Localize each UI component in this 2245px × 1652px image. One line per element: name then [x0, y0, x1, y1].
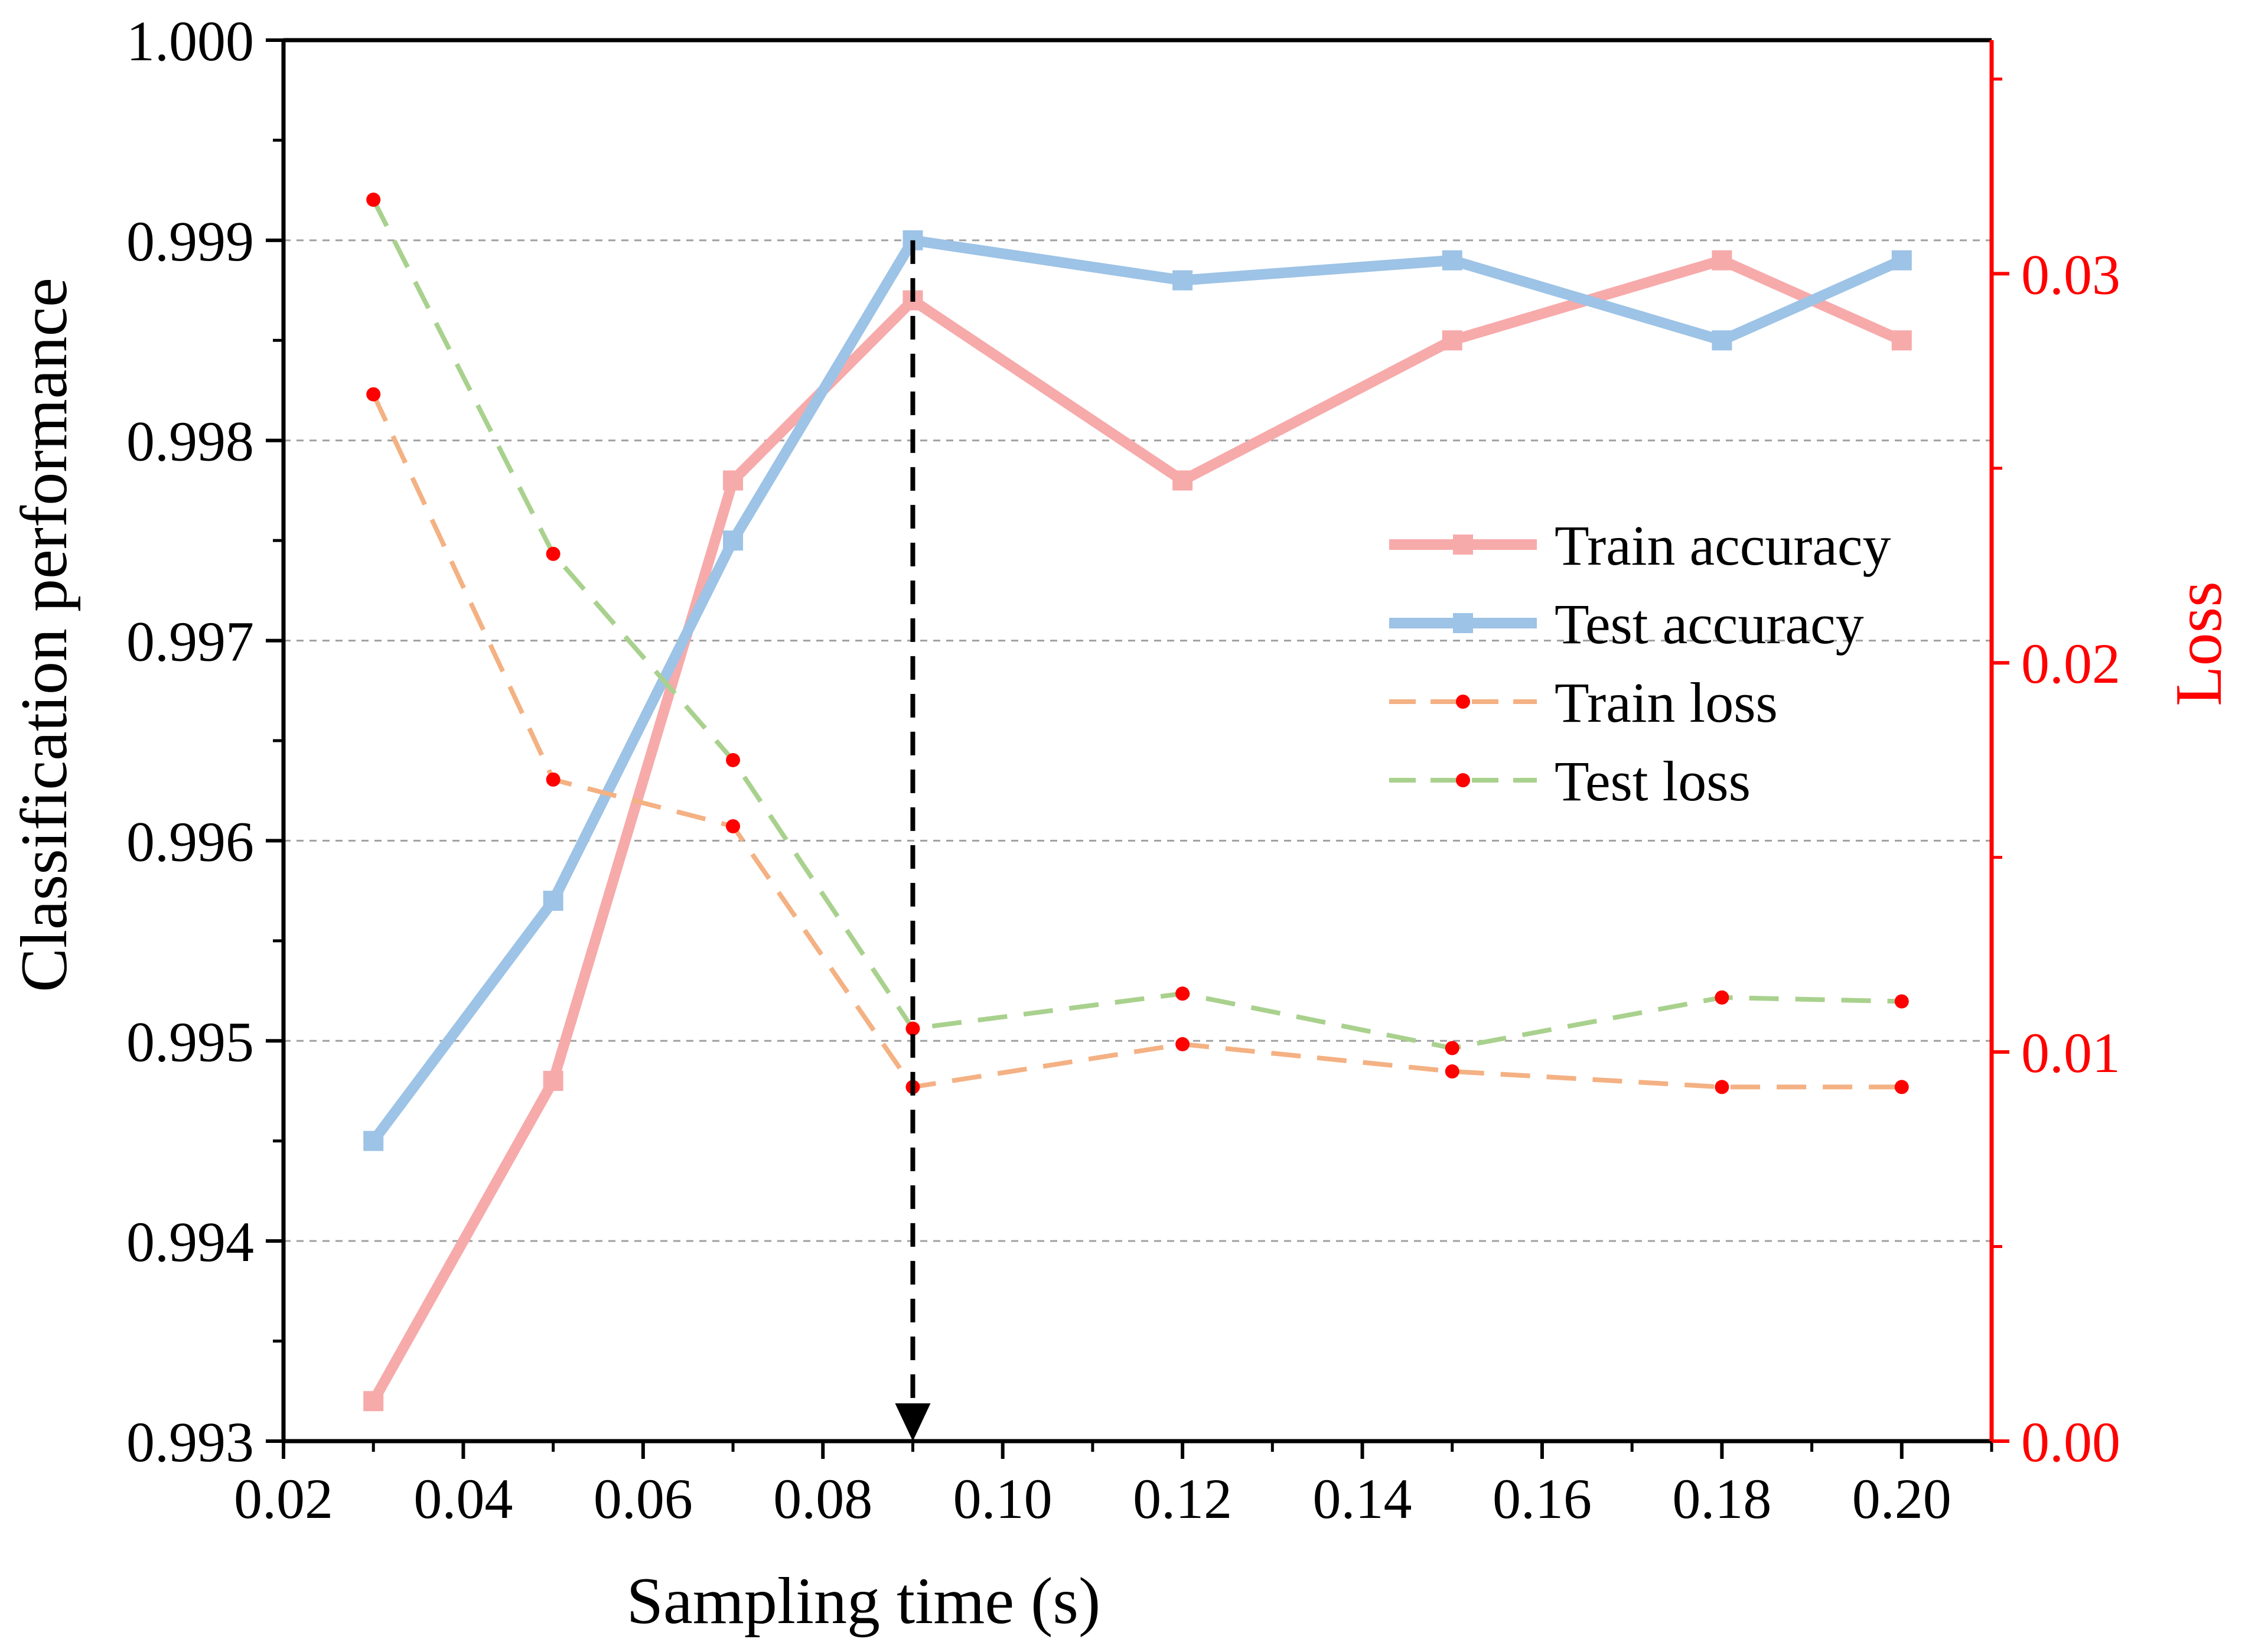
data-point-marker [366, 387, 381, 402]
x-axis-title: Sampling time (s) [627, 1565, 1101, 1638]
data-point-marker [366, 193, 381, 207]
series-line [369, 255, 1904, 1404]
y-left-tick-label: 0.994 [126, 1210, 254, 1273]
y-left-tick-label: 0.993 [126, 1410, 254, 1474]
data-point-marker [1715, 1080, 1729, 1094]
data-point-marker [1445, 1041, 1459, 1055]
x-tick-label: 0.12 [1133, 1467, 1232, 1530]
series-line [371, 198, 1902, 1051]
data-point-marker [723, 530, 744, 551]
x-tick-label: 0.02 [234, 1467, 333, 1530]
series-line [369, 234, 1904, 1145]
data-point-marker [363, 1130, 384, 1151]
legend-label: Train accuracy [1555, 514, 1891, 577]
legend-swatch-marker [1456, 695, 1470, 709]
y-right-tick-label: 0.03 [2021, 243, 2120, 306]
data-point-marker [543, 1071, 563, 1091]
y-left-tick-label: 0.995 [126, 1010, 254, 1073]
data-point-marker [1442, 250, 1462, 271]
x-tick-label: 0.04 [413, 1467, 513, 1530]
data-point-marker [726, 819, 741, 833]
data-point-marker [1894, 994, 1909, 1009]
legend: Train accuracy Test accuracy Train loss Tes… [1389, 514, 1891, 813]
legend-label: Test loss [1555, 750, 1751, 813]
data-point-marker [723, 470, 744, 491]
y-right-tick-label: 0.01 [2021, 1021, 2120, 1084]
y-right-tick-label: 0.02 [2021, 632, 2120, 695]
data-point-marker [546, 772, 561, 787]
y-left-tick-label: 0.999 [126, 210, 254, 273]
x-tick-label: 0.08 [773, 1467, 872, 1530]
annotation-arrow [895, 240, 931, 1441]
annotation-arrowhead [895, 1403, 931, 1441]
x-tick-label: 0.20 [1852, 1467, 1951, 1530]
data-point-marker [1891, 250, 1912, 271]
data-point-marker [1894, 1080, 1909, 1094]
data-point-marker [1175, 1037, 1190, 1051]
y-left-tick-label: 0.998 [126, 410, 254, 473]
legend-swatch-marker [1453, 613, 1473, 633]
axes [281, 38, 1994, 1444]
legend-label: Train loss [1555, 671, 1778, 734]
data-point-marker [1172, 470, 1193, 491]
x-tick-label: 0.06 [594, 1467, 693, 1530]
x-tick-label: 0.16 [1493, 1467, 1592, 1530]
y-axis-right-title: Loss [2162, 581, 2236, 706]
y-left-tick-label: 0.997 [126, 610, 254, 673]
gridlines [284, 239, 1992, 1242]
data-point-marker [546, 546, 561, 561]
y-right-tick-label: 0.00 [2021, 1410, 2120, 1474]
legend-label: Test accuracy [1555, 592, 1864, 656]
data-point-marker [905, 1021, 920, 1036]
x-tick-label: 0.10 [953, 1467, 1053, 1530]
series-line [371, 393, 1902, 1090]
legend-swatch-marker [1456, 773, 1470, 787]
data-point-marker [726, 752, 741, 767]
data-point-marker [1445, 1064, 1459, 1079]
data-point-marker [1712, 330, 1732, 351]
y-left-tick-label: 0.996 [126, 810, 254, 873]
x-tick-label: 0.18 [1672, 1467, 1771, 1530]
data-point-marker [1712, 250, 1732, 271]
data-point-marker [1442, 330, 1462, 351]
y-left-tick-label: 1.000 [126, 9, 254, 73]
y-axis-left-title: Classification performance [8, 278, 81, 992]
plot-series [363, 193, 1912, 1412]
tick-labels: 0.02 0.04 0.06 0.08 0.10 0.12 0.14 0.16 0.18 0.20… [126, 9, 2120, 1530]
data-point-marker [1891, 330, 1912, 351]
data-point-marker [1175, 986, 1190, 1001]
data-point-marker [1172, 270, 1193, 291]
legend-swatch-marker [1453, 535, 1473, 555]
data-point-marker [363, 1391, 384, 1412]
data-point-marker [1715, 990, 1729, 1005]
data-point-marker [543, 891, 563, 911]
x-tick-label: 0.14 [1313, 1467, 1412, 1530]
